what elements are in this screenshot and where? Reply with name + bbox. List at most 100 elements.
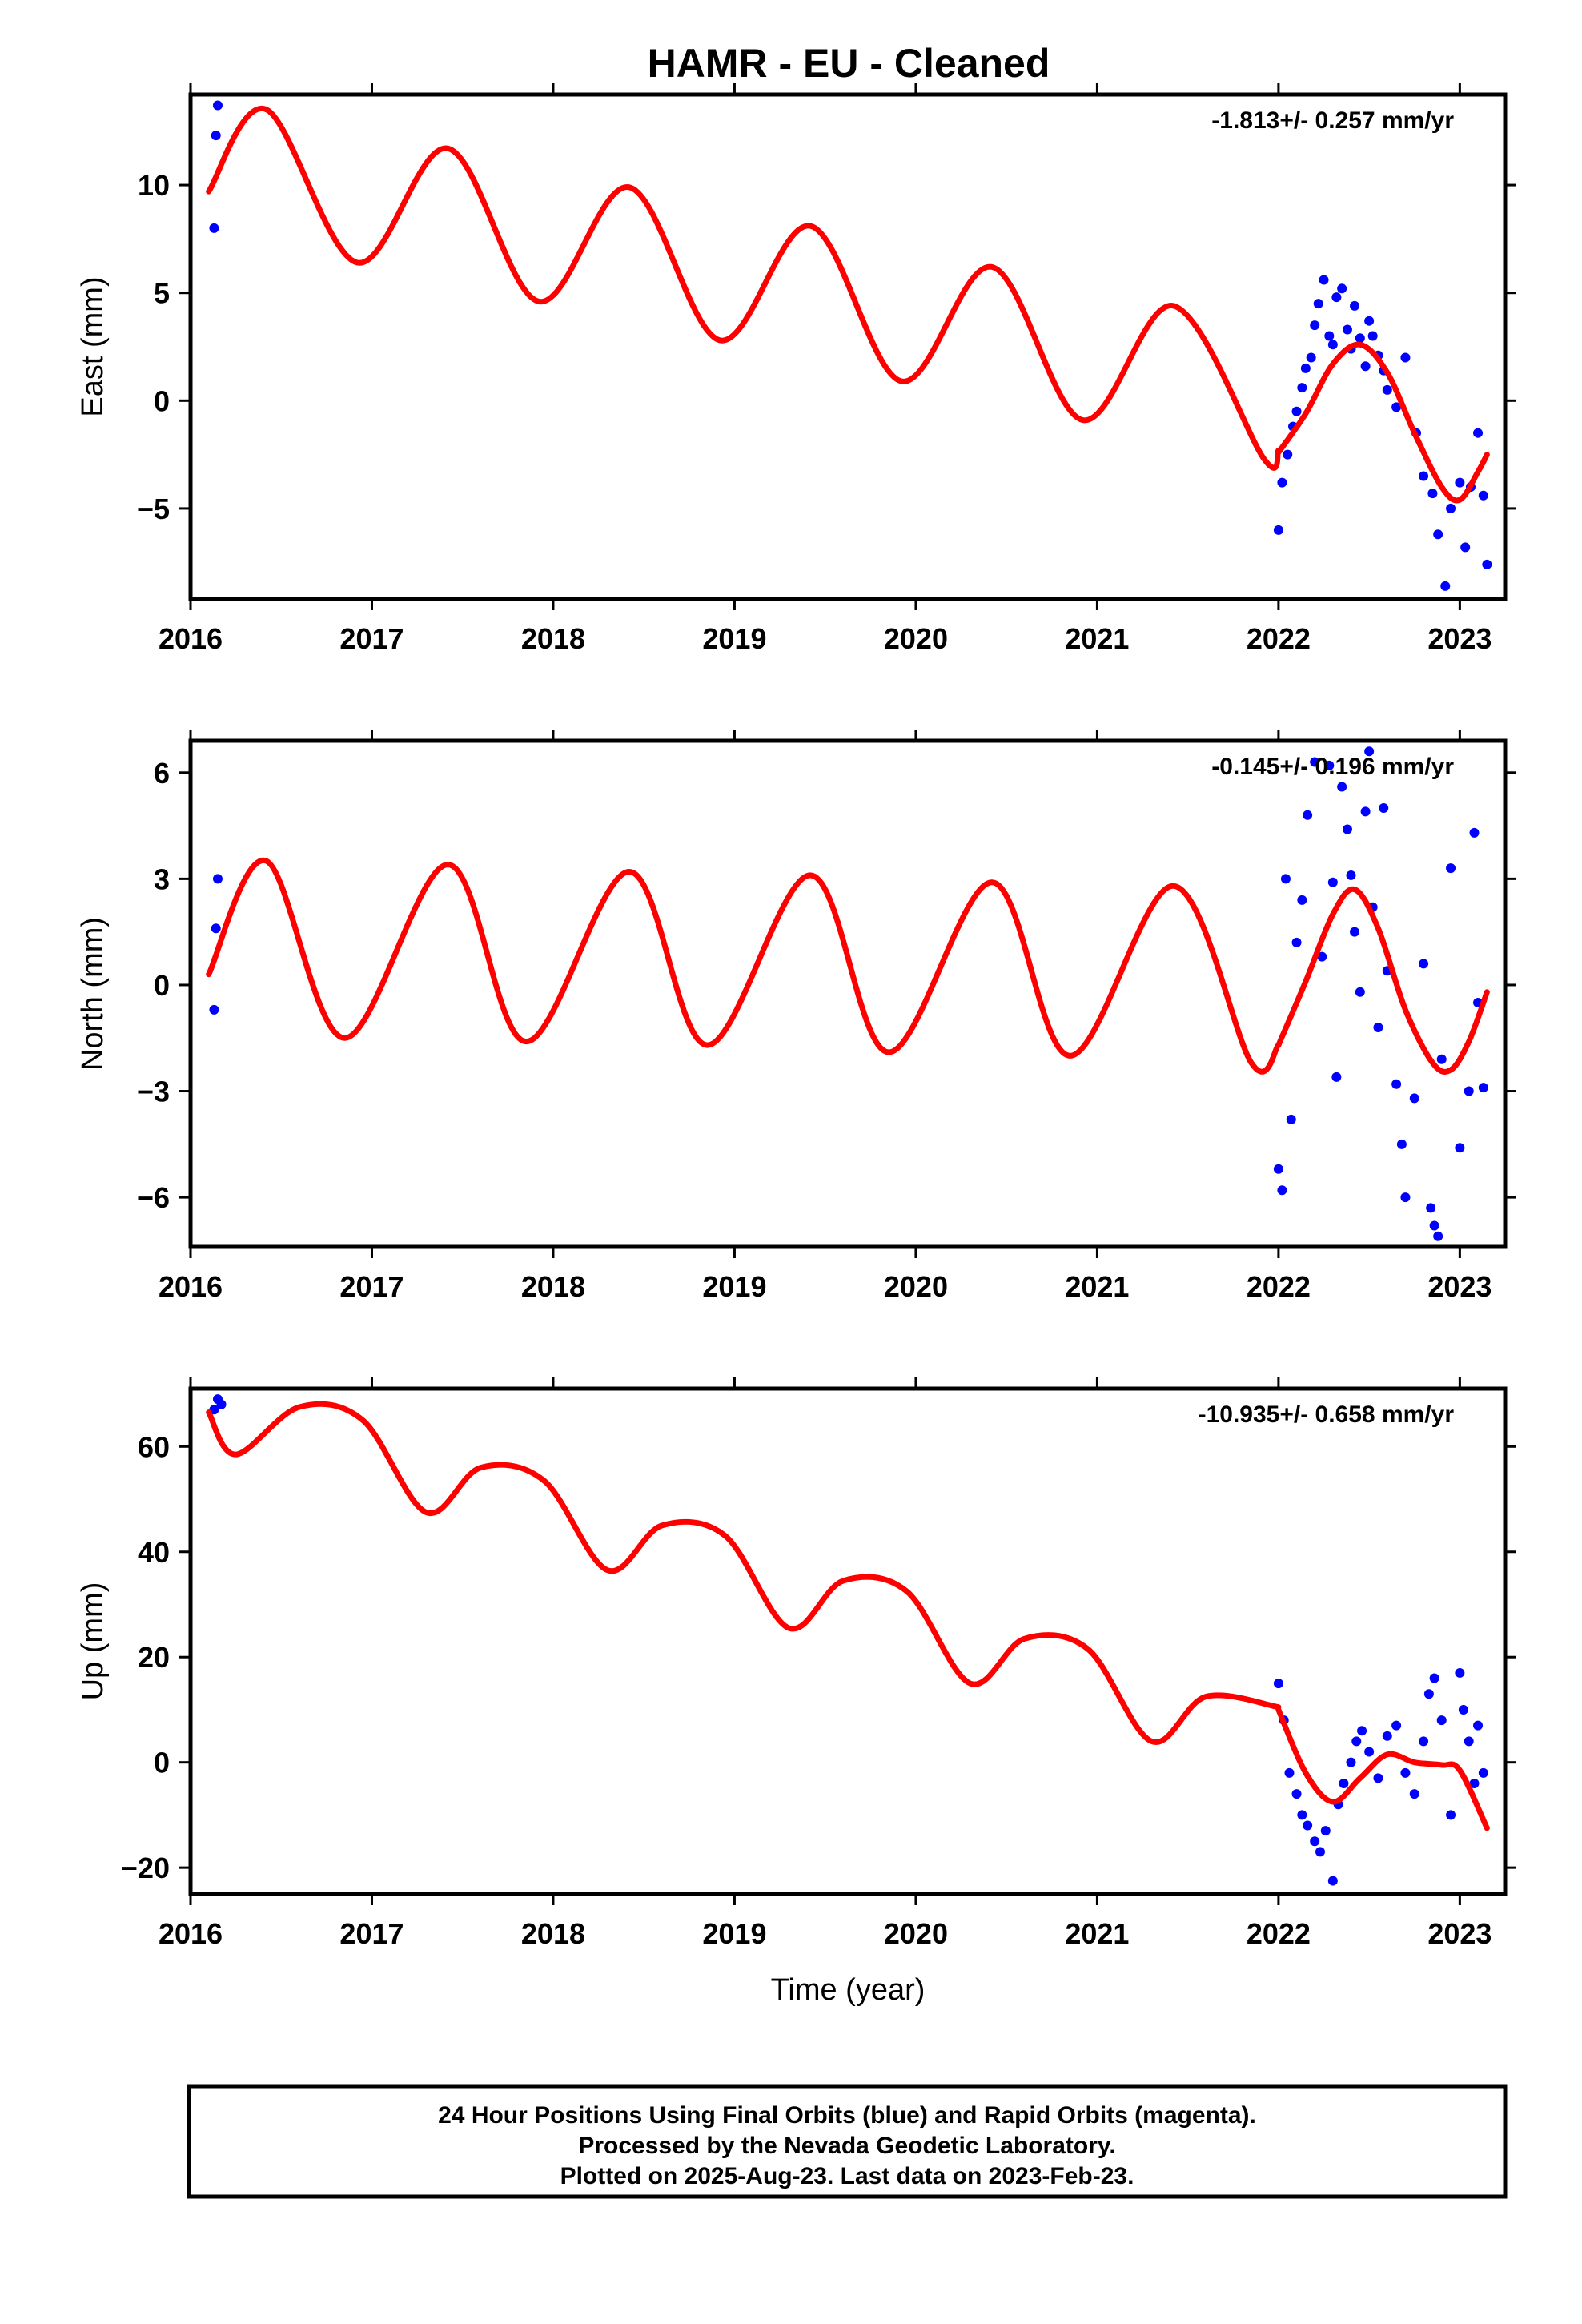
up-data-point [1346, 1757, 1356, 1767]
up-data-point [1455, 1667, 1465, 1678]
north-data-point [1337, 782, 1347, 792]
up-data-point [1464, 1736, 1474, 1747]
north-data-point [1331, 1072, 1342, 1082]
footer-line-plotted: Plotted on 2025-Aug-23. Last data on 202… [560, 2163, 1134, 2189]
east-data-point [1367, 331, 1378, 341]
north-y-tick-label: 3 [154, 862, 170, 895]
east-data-point [1319, 275, 1329, 285]
north-data-point [1469, 827, 1480, 838]
east-y-tick-label: −5 [137, 493, 170, 525]
east-x-tick-label: 2019 [702, 622, 766, 655]
up-data-point [1291, 1789, 1302, 1799]
east-data-point [1478, 490, 1488, 501]
north-data-point [1455, 1143, 1465, 1153]
up-y-tick-label: 20 [138, 1641, 170, 1674]
north-data-point [211, 923, 221, 934]
up-data-point [1303, 1820, 1313, 1831]
up-data-point [1315, 1847, 1325, 1857]
north-fit-curve [206, 858, 1282, 1075]
up-data-point [1357, 1726, 1367, 1736]
east-x-tick-label: 2020 [884, 622, 948, 655]
east-fit-curve [1275, 341, 1490, 504]
up-fit-curve [1275, 1707, 1490, 1831]
north-data-point [1379, 802, 1389, 813]
east-x-tick-label: 2016 [159, 622, 223, 655]
up-data-point [1297, 1810, 1307, 1820]
footer-box: 24 Hour Positions Using Final Orbits (bl… [187, 2084, 1508, 2199]
east-data-point [1327, 340, 1338, 350]
up-data-point [1473, 1720, 1484, 1731]
north-data-point [1433, 1231, 1443, 1241]
footer-line-orbits: 24 Hour Positions Using Final Orbits (bl… [438, 2102, 1256, 2129]
north-data-point [1360, 806, 1371, 817]
up-data-point [1446, 1810, 1456, 1820]
east-data-point [1455, 477, 1465, 488]
east-x-tick-label: 2022 [1247, 622, 1311, 655]
east-data-point [1337, 283, 1347, 294]
north-data-point [1364, 746, 1375, 757]
north-data-point [1342, 824, 1352, 834]
north-x-tick-label: 2016 [159, 1270, 223, 1303]
up-data-point [1364, 1747, 1375, 1757]
north-data-point [209, 1004, 219, 1015]
up-x-axis-label: Time (year) [771, 1973, 926, 2007]
east-data-point [1364, 316, 1375, 326]
north-data-point [1446, 863, 1456, 874]
north-y-tick-label: 0 [154, 969, 170, 1002]
up-x-tick-label: 2023 [1427, 1917, 1492, 1950]
up-data-point [1400, 1767, 1411, 1778]
east-data-point [1446, 503, 1456, 513]
up-data-point [1382, 1731, 1392, 1741]
north-y-tick-label: −3 [137, 1076, 170, 1108]
east-x-tick-label: 2018 [521, 622, 585, 655]
east-data-point [1440, 581, 1451, 591]
up-data-point [1419, 1736, 1429, 1747]
east-fit-curve [206, 105, 1282, 471]
east-data-point [1273, 525, 1283, 535]
east-data-point [1400, 352, 1411, 363]
east-x-tick-label: 2021 [1065, 622, 1129, 655]
up-data-point [1409, 1789, 1419, 1799]
north-data-point [1286, 1114, 1296, 1124]
up-data-point [1469, 1778, 1480, 1788]
up-data-point [1351, 1736, 1362, 1747]
east-panel: 2016 2017 2018 2019 2020 2021 2022 2023 −5 0 5 10 Ea… [76, 83, 1516, 655]
east-frame [188, 92, 1508, 601]
east-data-point [1482, 559, 1492, 569]
north-y-tick-label: −6 [137, 1181, 170, 1214]
north-x-tick-label: 2019 [702, 1270, 766, 1303]
figure-title: HAMR - EU - Cleaned [648, 41, 1050, 86]
north-rate-label: -0.145+/- 0.196 mm/yr [1211, 754, 1454, 780]
east-data-point [1360, 361, 1371, 372]
north-frame [188, 738, 1508, 1249]
east-data-point [212, 100, 223, 111]
up-y-axis-label: Up (mm) [76, 1582, 110, 1701]
east-data-point [209, 223, 219, 233]
north-data-point [1327, 877, 1338, 887]
north-data-point [1373, 1022, 1383, 1032]
east-data-point [1306, 352, 1316, 363]
east-data-point [1382, 384, 1392, 395]
up-data-point [1310, 1836, 1320, 1847]
north-data-point [1429, 1220, 1439, 1231]
north-y-axis-label: North (mm) [76, 917, 110, 1071]
up-data-point [1339, 1778, 1349, 1788]
north-data-point [1391, 1079, 1402, 1089]
north-data-point [212, 874, 223, 884]
north-x-tick-label: 2023 [1427, 1270, 1492, 1303]
east-y-tick-label: 0 [154, 384, 170, 417]
north-data-point [1436, 1054, 1447, 1064]
up-x-tick-label: 2019 [702, 1917, 766, 1950]
up-data-point [1423, 1689, 1434, 1699]
north-fit-curve [1275, 886, 1490, 1075]
north-data-point [1426, 1203, 1436, 1213]
north-x-tick-label: 2022 [1247, 1270, 1311, 1303]
north-data-point [1346, 870, 1356, 880]
east-data-point [1310, 320, 1320, 331]
up-x-tick-label: 2016 [159, 1917, 223, 1950]
east-data-point [1331, 292, 1342, 303]
north-data-point [1409, 1093, 1419, 1104]
east-data-point [1283, 449, 1293, 460]
up-x-tick-label: 2020 [884, 1917, 948, 1950]
